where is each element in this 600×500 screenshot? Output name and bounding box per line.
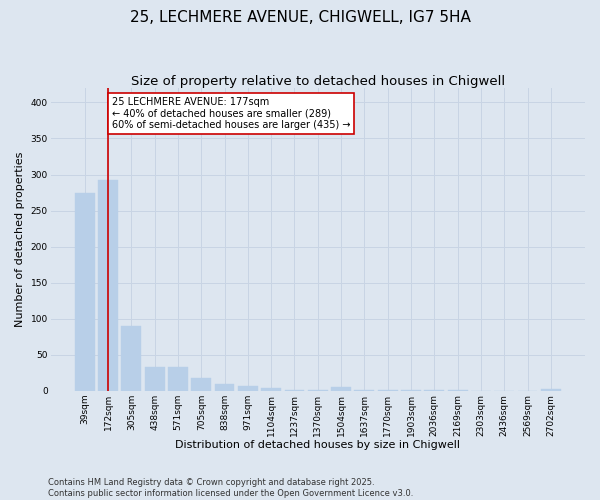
Bar [75,192,95,391]
Text: 25, LECHMERE AVENUE, CHIGWELL, IG7 5HA: 25, LECHMERE AVENUE, CHIGWELL, IG7 5HA [130,10,470,25]
Bar [168,367,188,391]
Bar [191,378,211,391]
Bar [261,388,281,391]
Bar [355,390,374,391]
Bar [541,389,561,391]
Bar [331,388,351,391]
Title: Size of property relative to detached houses in Chigwell: Size of property relative to detached ho… [131,75,505,88]
Bar [121,326,141,391]
Bar [448,390,467,391]
Text: 25 LECHMERE AVENUE: 177sqm
← 40% of detached houses are smaller (289)
60% of sem: 25 LECHMERE AVENUE: 177sqm ← 40% of deta… [112,96,350,130]
Text: Contains HM Land Registry data © Crown copyright and database right 2025.
Contai: Contains HM Land Registry data © Crown c… [48,478,413,498]
Bar [145,367,164,391]
Y-axis label: Number of detached properties: Number of detached properties [15,152,25,327]
Bar [284,390,304,391]
Bar [238,386,258,391]
X-axis label: Distribution of detached houses by size in Chigwell: Distribution of detached houses by size … [175,440,460,450]
Bar [215,384,235,391]
Bar [424,390,444,391]
Bar [401,390,421,391]
Bar [98,180,118,391]
Bar [308,390,328,391]
Bar [378,390,398,391]
